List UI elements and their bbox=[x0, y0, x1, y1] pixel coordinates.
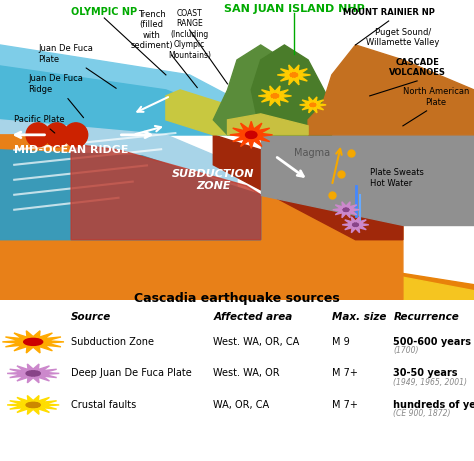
Polygon shape bbox=[300, 97, 326, 113]
Polygon shape bbox=[0, 66, 246, 135]
Text: MID-OCEAN RIDGE: MID-OCEAN RIDGE bbox=[14, 145, 128, 155]
Ellipse shape bbox=[64, 123, 88, 147]
Text: SAN JUAN ISLAND NHP: SAN JUAN ISLAND NHP bbox=[224, 4, 364, 14]
Text: Recurrence: Recurrence bbox=[393, 313, 459, 322]
Ellipse shape bbox=[45, 123, 69, 147]
Polygon shape bbox=[333, 202, 359, 218]
Polygon shape bbox=[290, 72, 298, 77]
Polygon shape bbox=[0, 135, 403, 300]
Polygon shape bbox=[166, 90, 246, 135]
Text: COAST
RANGE
(Including
Olympic
Mountains): COAST RANGE (Including Olympic Mountains… bbox=[168, 9, 211, 59]
Text: West. WA, OR, CA: West. WA, OR, CA bbox=[213, 337, 300, 347]
Text: hundreds of years?: hundreds of years? bbox=[393, 400, 474, 410]
Polygon shape bbox=[342, 217, 369, 233]
Text: 30-50 years: 30-50 years bbox=[393, 368, 458, 378]
Polygon shape bbox=[246, 131, 257, 138]
Text: M 7+: M 7+ bbox=[332, 400, 358, 410]
Text: Puget Sound/
Willamette Valley: Puget Sound/ Willamette Valley bbox=[366, 28, 439, 47]
Polygon shape bbox=[0, 45, 246, 135]
Circle shape bbox=[26, 371, 40, 376]
Text: Juan De Fuca
Ridge: Juan De Fuca Ridge bbox=[28, 74, 83, 118]
Text: OLYMPIC NP: OLYMPIC NP bbox=[71, 7, 137, 17]
Text: Pacific Plate: Pacific Plate bbox=[14, 115, 65, 133]
Text: Juan De Fuca
Plate: Juan De Fuca Plate bbox=[38, 44, 116, 89]
Text: 500-600 years: 500-600 years bbox=[393, 337, 472, 347]
Polygon shape bbox=[343, 208, 349, 212]
Polygon shape bbox=[0, 150, 261, 240]
Text: Plate Sweats
Hot Water: Plate Sweats Hot Water bbox=[370, 168, 424, 188]
Text: WA, OR, CA: WA, OR, CA bbox=[213, 400, 269, 410]
Polygon shape bbox=[0, 120, 237, 240]
Polygon shape bbox=[308, 45, 474, 135]
Text: (1700): (1700) bbox=[393, 346, 419, 355]
Text: Deep Juan De Fuca Plate: Deep Juan De Fuca Plate bbox=[71, 368, 192, 378]
Polygon shape bbox=[352, 223, 359, 227]
Text: Subduction Zone: Subduction Zone bbox=[71, 337, 154, 347]
Polygon shape bbox=[230, 121, 273, 148]
Ellipse shape bbox=[26, 123, 50, 147]
Text: CASCADE
VOLCANOES: CASCADE VOLCANOES bbox=[389, 58, 446, 77]
Circle shape bbox=[24, 338, 43, 345]
Text: SUBDUCTION
ZONE: SUBDUCTION ZONE bbox=[172, 169, 255, 190]
Polygon shape bbox=[7, 364, 59, 383]
Text: Affected area: Affected area bbox=[213, 313, 292, 322]
Polygon shape bbox=[0, 210, 474, 300]
Polygon shape bbox=[25, 339, 42, 345]
Bar bbox=[0, 0, 474, 135]
Text: North American
Plate: North American Plate bbox=[403, 88, 469, 107]
Polygon shape bbox=[258, 86, 292, 106]
Polygon shape bbox=[261, 135, 474, 225]
Polygon shape bbox=[26, 371, 40, 376]
Text: (CE 900, 1872): (CE 900, 1872) bbox=[393, 409, 451, 418]
Circle shape bbox=[246, 131, 257, 138]
Text: Crustal faults: Crustal faults bbox=[71, 400, 137, 410]
Text: M 7+: M 7+ bbox=[332, 368, 358, 378]
Polygon shape bbox=[26, 402, 40, 408]
Text: Trench
(filled
with
sediment): Trench (filled with sediment) bbox=[130, 10, 197, 88]
Polygon shape bbox=[213, 135, 403, 240]
Polygon shape bbox=[71, 144, 261, 240]
Text: West. WA, OR: West. WA, OR bbox=[213, 368, 280, 378]
Text: (1949, 1965, 2001): (1949, 1965, 2001) bbox=[393, 378, 467, 387]
Polygon shape bbox=[0, 240, 474, 300]
Text: Source: Source bbox=[71, 313, 111, 322]
Polygon shape bbox=[251, 45, 332, 135]
Polygon shape bbox=[213, 45, 308, 135]
Polygon shape bbox=[277, 65, 310, 85]
Text: Cascadia earthquake sources: Cascadia earthquake sources bbox=[134, 292, 340, 305]
Polygon shape bbox=[228, 114, 308, 135]
Polygon shape bbox=[310, 103, 316, 107]
Text: MOUNT RAINIER NP: MOUNT RAINIER NP bbox=[343, 8, 435, 17]
Text: M 9: M 9 bbox=[332, 337, 349, 347]
Polygon shape bbox=[7, 396, 59, 414]
Text: Max. size: Max. size bbox=[332, 313, 386, 322]
Circle shape bbox=[26, 402, 40, 408]
Text: Magma: Magma bbox=[294, 148, 330, 158]
Polygon shape bbox=[271, 93, 279, 99]
Polygon shape bbox=[2, 331, 64, 353]
